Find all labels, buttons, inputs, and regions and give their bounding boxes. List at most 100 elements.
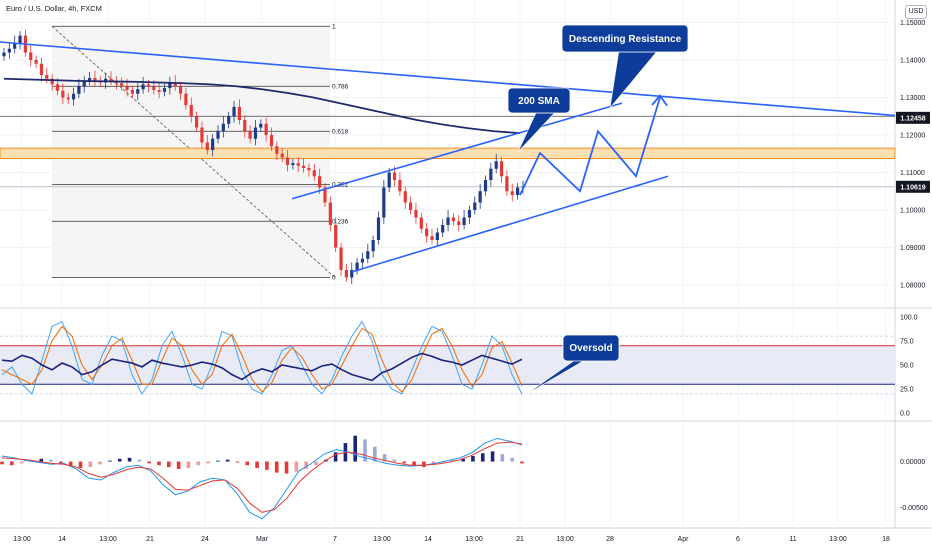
candle-body (195, 116, 199, 128)
candle-body (66, 97, 70, 100)
x-tick-label: 18 (882, 536, 890, 543)
sma-callout-box (507, 87, 571, 114)
macd-histogram-bar (392, 459, 397, 462)
macd-histogram-bar (235, 461, 240, 463)
candle-body (414, 210, 418, 218)
macd-histogram-bar (68, 461, 73, 467)
macd-histogram-bar (98, 461, 102, 465)
price-tick-label: 1.10000 (900, 208, 925, 215)
rsi-tick-label: 25.0 (900, 387, 914, 394)
candle-body (355, 262, 359, 270)
candle-body (478, 191, 482, 203)
candle-body (152, 86, 156, 90)
x-tick-label: 14 (424, 536, 432, 543)
macd-histogram-bar (422, 461, 426, 468)
x-tick-label: 7 (333, 536, 337, 543)
candle-body (473, 202, 477, 210)
candle-body (510, 191, 514, 195)
candle-body (419, 217, 423, 229)
candle-body (467, 210, 472, 218)
candle-body (409, 202, 413, 210)
x-tick-label: 21 (516, 536, 524, 543)
x-tick-label: 11 (789, 536, 796, 543)
x-tick-label: 13:00 (829, 536, 847, 543)
macd-histogram-bar (127, 457, 132, 462)
candle-body (350, 270, 354, 278)
candle-body (344, 270, 348, 278)
candle-body (205, 142, 209, 150)
macd-histogram-bar (225, 459, 230, 462)
candle-body (2, 52, 6, 57)
candle-body (334, 225, 338, 248)
macd-histogram-bar (461, 458, 465, 462)
candle-body (173, 82, 177, 87)
candle-body (93, 78, 97, 81)
macd-histogram-bar (294, 461, 299, 472)
candle-body (430, 236, 434, 240)
macd-histogram-bar (176, 461, 181, 469)
macd-histogram-bar (314, 461, 318, 466)
price-tick-label: 1.12000 (900, 133, 925, 140)
macd-histogram-bar (196, 461, 201, 466)
macd-histogram-bar (500, 454, 505, 462)
candle-body (489, 168, 493, 180)
price-tick-label: 1.08000 (900, 283, 925, 290)
rsi-tick-label: 75.0 (900, 338, 914, 345)
stoch-d-line (1, 325, 523, 393)
candle-body (168, 82, 172, 89)
candle-body (516, 187, 520, 195)
currency-badge[interactable]: USD (905, 5, 927, 19)
macd-histogram-bar (245, 461, 250, 466)
x-tick-label: 14 (58, 536, 66, 543)
macd-histogram-bar (186, 461, 191, 468)
x-tick-label: 13:00 (465, 536, 483, 543)
candle-body (382, 187, 386, 218)
macd-histogram-bar (78, 461, 83, 468)
x-tick-label: Mar (256, 536, 269, 543)
macd-histogram-bar (480, 453, 485, 462)
channel-upper-line (291, 102, 623, 200)
candle-body (45, 75, 49, 79)
candle-body (216, 131, 220, 139)
candle-body (398, 180, 402, 192)
candle-body (259, 123, 263, 128)
candle-body (211, 138, 215, 150)
candle-body (457, 221, 461, 225)
candle-body (323, 187, 327, 203)
price-tick-label: 1.11000 (900, 170, 925, 177)
fib-level-label: 0.618 (332, 128, 349, 135)
macd-histogram-bar (39, 458, 44, 462)
macd-histogram-bar (333, 452, 338, 462)
macd-histogram-bar (431, 461, 436, 465)
price-tick-label: 1.15000 (900, 20, 925, 27)
x-tick-label: 6 (736, 536, 740, 543)
macd-histogram-bar (373, 446, 377, 462)
candle-body (392, 172, 397, 180)
macd-histogram-bar (265, 461, 269, 470)
candle-body (285, 157, 290, 165)
x-tick-label: 13:00 (373, 536, 391, 543)
macd-histogram-bar (206, 461, 210, 464)
candle-body (253, 127, 258, 139)
candle-body (248, 131, 252, 139)
candle-body (82, 80, 86, 87)
candle-body (425, 228, 429, 237)
candle-body (77, 86, 81, 94)
macd-histogram-bar (88, 461, 93, 468)
candle-body (232, 106, 236, 117)
candle-body (157, 90, 161, 92)
candle-body (264, 123, 268, 135)
candle-body (178, 86, 183, 94)
candle-body (307, 168, 311, 171)
candle-body (275, 146, 279, 154)
candle-body (328, 202, 332, 225)
macd-histogram-bar (490, 451, 495, 462)
macd-histogram-bar (117, 458, 122, 462)
resistance-price-badge: 1.12458 (900, 115, 925, 122)
candle-body (296, 163, 300, 166)
projected-path (519, 97, 661, 196)
macd-histogram-bar (166, 461, 171, 468)
candle-body (18, 35, 22, 44)
candle-body (505, 176, 509, 192)
